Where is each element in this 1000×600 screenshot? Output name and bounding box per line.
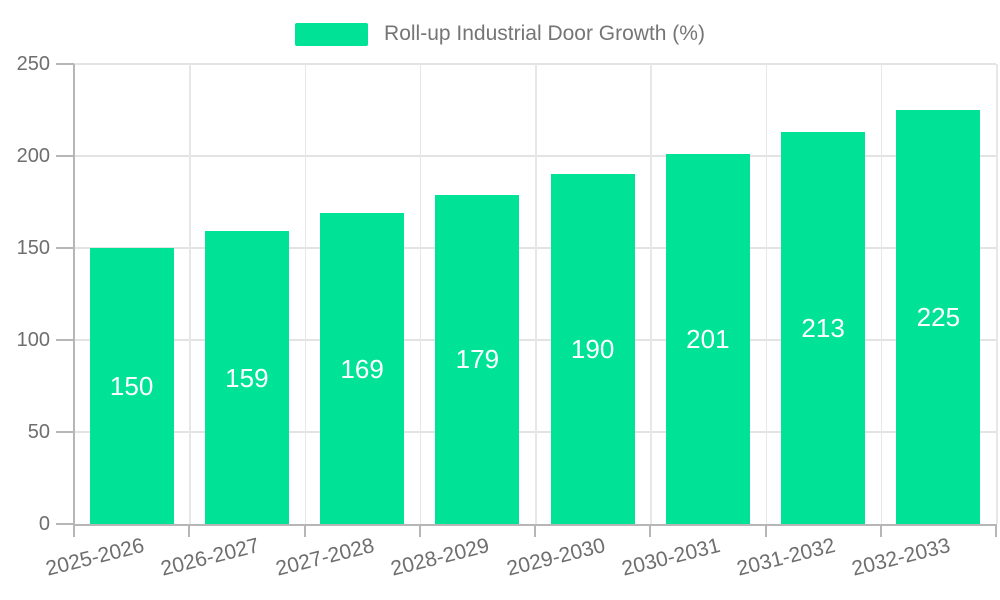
bar-value-label: 201 xyxy=(686,324,730,355)
x-axis-line xyxy=(74,524,996,526)
y-axis-label: 100 xyxy=(16,329,50,351)
bar[interactable]: 213 xyxy=(781,132,866,524)
y-axis-label: 250 xyxy=(16,53,50,75)
y-tick xyxy=(56,431,74,433)
y-axis-label: 150 xyxy=(16,237,50,259)
v-gridline xyxy=(650,64,652,524)
x-tick xyxy=(764,524,767,537)
bar[interactable]: 225 xyxy=(896,110,981,524)
x-tick xyxy=(534,524,536,537)
bar-value-label: 225 xyxy=(916,302,961,332)
x-tick xyxy=(303,524,306,537)
legend-item[interactable]: Roll-up Industrial Door Growth (%) xyxy=(0,20,1000,48)
bar-value-label: 169 xyxy=(340,353,384,384)
y-tick xyxy=(56,523,74,525)
bar[interactable]: 169 xyxy=(320,213,405,524)
v-gridline xyxy=(419,64,422,524)
h-gridline xyxy=(74,63,996,65)
bar[interactable]: 150 xyxy=(89,248,174,524)
y-tick xyxy=(56,155,74,157)
bar[interactable]: 190 xyxy=(550,174,635,524)
x-tick xyxy=(879,524,882,537)
v-gridline xyxy=(535,64,537,524)
bar-value-label: 213 xyxy=(801,313,845,344)
v-gridline xyxy=(189,64,191,524)
bar[interactable]: 179 xyxy=(435,194,520,524)
v-gridline xyxy=(996,64,998,524)
bar-value-label: 159 xyxy=(225,362,269,393)
legend-label: Roll-up Industrial Door Growth (%) xyxy=(384,22,705,45)
v-gridline xyxy=(765,64,767,524)
y-tick xyxy=(56,63,74,65)
bar[interactable]: 201 xyxy=(665,154,750,524)
y-tick xyxy=(56,247,74,249)
x-tick xyxy=(649,524,652,537)
bar-value-label: 179 xyxy=(455,344,500,375)
bar-value-label: 150 xyxy=(109,371,154,401)
v-gridline xyxy=(304,64,306,524)
y-axis-line xyxy=(73,64,75,524)
x-tick xyxy=(995,524,997,537)
x-tick xyxy=(418,524,421,537)
x-tick xyxy=(73,524,75,537)
y-axis-label: 50 xyxy=(27,421,50,443)
y-axis-label: 200 xyxy=(16,145,50,167)
v-gridline xyxy=(880,64,883,524)
y-tick xyxy=(56,339,74,341)
bar-value-label: 190 xyxy=(570,334,615,365)
x-tick xyxy=(188,524,191,537)
y-axis-label: 0 xyxy=(38,513,50,535)
bar[interactable]: 159 xyxy=(204,231,289,524)
legend-swatch xyxy=(295,22,369,46)
